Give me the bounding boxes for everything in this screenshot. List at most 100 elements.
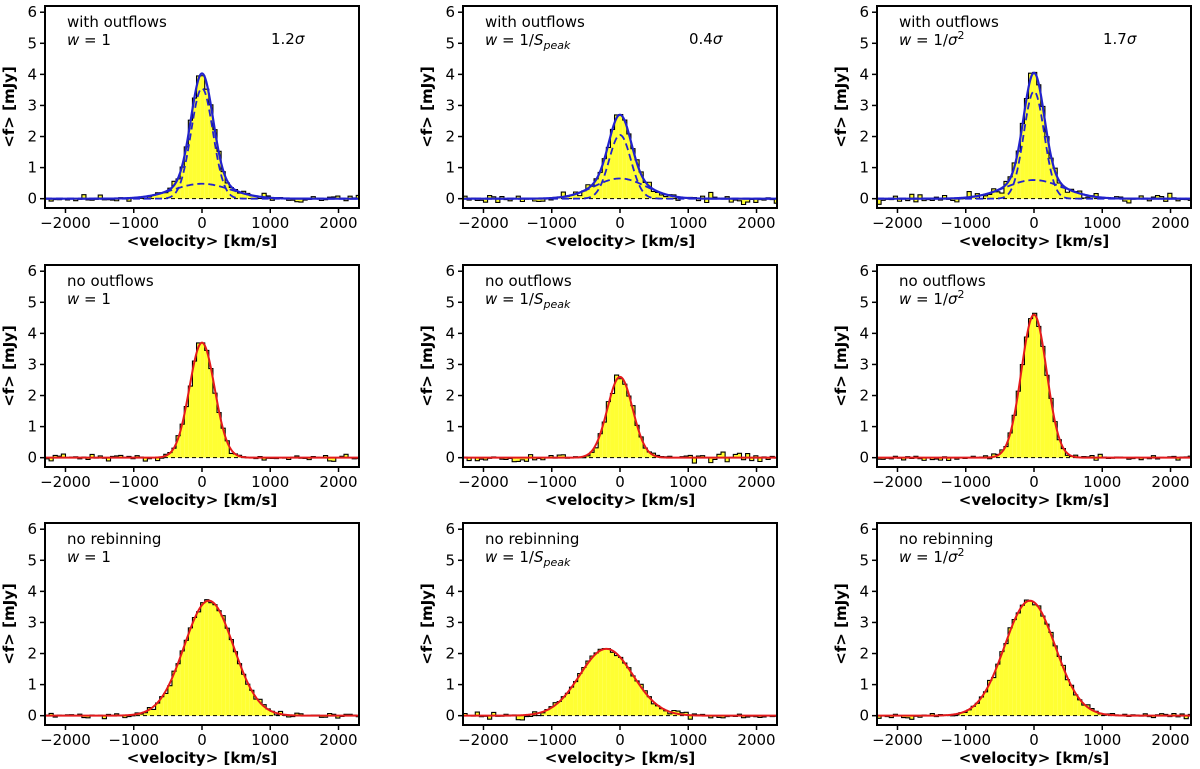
histogram-bin xyxy=(1020,123,1025,199)
x-tick-label: −1000 xyxy=(108,473,159,491)
histogram-bin xyxy=(573,681,578,716)
histogram-bin xyxy=(1061,665,1066,716)
histogram-bin xyxy=(1167,193,1172,199)
y-tick-label: 4 xyxy=(859,582,869,600)
histogram-bin xyxy=(270,711,275,716)
histogram-bin xyxy=(725,457,730,462)
histogram-bin xyxy=(913,198,918,202)
histogram-bin xyxy=(1077,699,1082,716)
panel-weight-label: w = 1/σ2 xyxy=(899,546,965,566)
histogram-bin xyxy=(585,661,590,716)
x-axis-label: <velocity> [km/s] xyxy=(127,232,277,250)
panel-condition-label: with outflows xyxy=(485,13,585,31)
histogram-bin xyxy=(1036,84,1041,199)
histogram-bin xyxy=(991,188,996,199)
histogram-bin xyxy=(655,192,660,199)
histogram-bin xyxy=(626,667,631,716)
x-tick-label: −2000 xyxy=(872,473,923,491)
y-tick-label: 0 xyxy=(27,190,37,208)
histogram-bin xyxy=(524,457,529,462)
histogram-bin xyxy=(1061,187,1066,199)
histogram-bin xyxy=(745,198,750,203)
histogram-bin xyxy=(602,158,607,199)
histogram-bin xyxy=(630,675,636,716)
histogram-bin xyxy=(155,457,160,461)
y-tick-label: 3 xyxy=(27,355,37,373)
y-tick-label: 2 xyxy=(859,128,869,146)
histogram-bin xyxy=(335,715,340,719)
histogram-bin xyxy=(643,182,648,199)
histogram-bin xyxy=(741,715,746,718)
histogram-bin xyxy=(1073,694,1078,716)
histogram-bin xyxy=(245,193,250,199)
histogram-bin xyxy=(585,455,590,458)
y-tick-label: 1 xyxy=(445,159,455,177)
histogram-bin xyxy=(967,709,972,716)
histogram-bin xyxy=(1024,600,1029,716)
x-tick-label: −1000 xyxy=(526,214,577,232)
histogram-bin xyxy=(995,191,1000,199)
histogram-bin xyxy=(221,428,226,458)
histogram-bin xyxy=(143,712,148,716)
histogram-bin xyxy=(90,454,95,458)
histogram-bin xyxy=(1036,326,1041,458)
x-tick-label: 2000 xyxy=(1151,214,1189,232)
y-tick-label: 1 xyxy=(27,159,37,177)
x-axis-label: <velocity> [km/s] xyxy=(545,749,695,767)
histogram-bin xyxy=(151,709,156,716)
panel-weight-label: w = 1 xyxy=(67,31,111,49)
histogram-bin xyxy=(208,602,213,716)
histogram-bin xyxy=(126,198,132,202)
histogram-bin xyxy=(159,192,164,199)
histogram-bin xyxy=(639,171,644,199)
histogram-bin xyxy=(938,457,943,461)
histogram-bin xyxy=(327,457,332,461)
histogram-bin xyxy=(1069,189,1074,199)
histogram-bin xyxy=(950,198,955,201)
x-tick-label: 0 xyxy=(1029,473,1039,491)
histogram-bin xyxy=(1016,151,1021,199)
histogram-bin xyxy=(877,198,882,205)
histogram-bin xyxy=(1012,415,1017,458)
histogram-bin xyxy=(467,457,472,461)
x-tick-label: 0 xyxy=(615,731,625,749)
y-tick-label: 6 xyxy=(859,3,869,21)
y-tick-label: 5 xyxy=(27,293,37,311)
histogram-bin xyxy=(49,198,54,202)
y-tick-label: 1 xyxy=(27,418,37,436)
histogram-bin xyxy=(1044,375,1050,458)
histogram-bin xyxy=(999,193,1004,199)
histogram-bin xyxy=(991,677,996,716)
y-axis-label: <f> [mJy] xyxy=(0,66,18,148)
histogram-bin xyxy=(196,611,201,716)
x-tick-label: 0 xyxy=(1029,214,1039,232)
histogram-bin xyxy=(569,195,574,199)
histogram-bin xyxy=(983,195,988,199)
x-tick-label: 1000 xyxy=(1083,214,1121,232)
y-tick-label: 4 xyxy=(27,582,37,600)
histogram-bin xyxy=(139,714,144,716)
y-tick-label: 3 xyxy=(859,96,869,114)
outflow-total-fit-curve xyxy=(463,113,777,200)
histogram-bin xyxy=(1049,632,1054,716)
histogram-bin xyxy=(180,424,185,458)
histogram-bin xyxy=(544,709,550,716)
histogram-bin xyxy=(49,713,54,716)
y-tick-label: 1 xyxy=(859,676,869,694)
histogram-bin xyxy=(221,171,226,199)
histogram-bin xyxy=(237,193,242,199)
histogram-bin xyxy=(171,448,177,458)
histogram-bin xyxy=(53,455,58,458)
histogram-bin xyxy=(512,457,517,462)
histogram-bin xyxy=(589,186,595,199)
y-tick-label: 4 xyxy=(859,65,869,83)
histogram-bin xyxy=(635,425,640,458)
panel-condition-label: no outflows xyxy=(899,272,986,290)
histogram-bin xyxy=(225,628,230,716)
histogram-bin xyxy=(483,198,488,203)
histogram-bin xyxy=(184,146,189,199)
histogram-bin xyxy=(975,703,980,716)
histogram-bin xyxy=(102,715,107,719)
histogram-bin xyxy=(356,195,359,199)
